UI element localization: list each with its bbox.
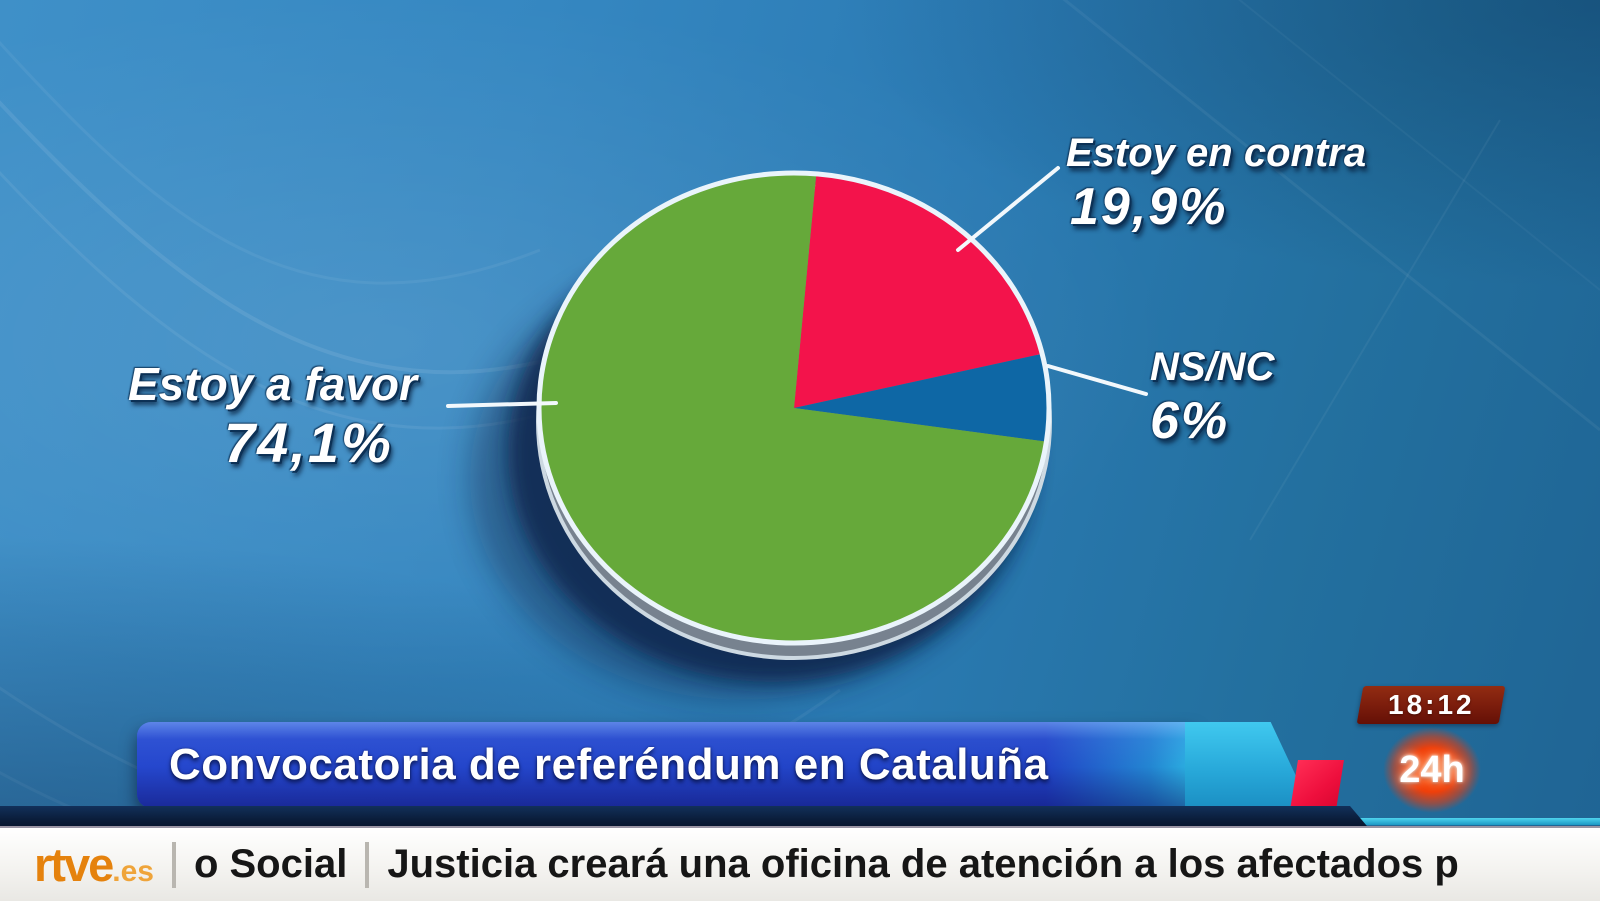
ticker-separator xyxy=(365,841,370,888)
pie-slice-2 xyxy=(541,175,1045,642)
leader-line-favor xyxy=(446,401,558,408)
ticker-headline: Justicia creará una oficina de atención … xyxy=(387,842,1459,886)
ticker-separator xyxy=(171,841,176,888)
channel-logo-text: 24h xyxy=(1399,748,1465,791)
channel-logo-badge: 24h xyxy=(1366,712,1498,828)
pie-slice-1 xyxy=(794,354,1048,442)
pie-label-favor-value: 74,1% xyxy=(224,411,393,475)
pie-label-nsnc-value: 6% xyxy=(1150,392,1230,450)
banner-red-accent xyxy=(1290,760,1344,810)
leader-line-contra xyxy=(956,166,1060,252)
pie-label-nsnc-text: NS/NC xyxy=(1150,345,1275,389)
rtve-logo-suffix: .es xyxy=(112,855,154,888)
rtve-logo-main: rtve xyxy=(34,838,114,891)
banner-headline: Convocatoria de referéndum en Cataluña xyxy=(169,740,1049,789)
pie-label-favor-text: Estoy a favor xyxy=(128,358,417,410)
news-ticker: rtve.es o Social Justicia creará una ofi… xyxy=(0,826,1600,901)
leader-lines xyxy=(446,166,1148,408)
pie-rim xyxy=(536,170,1052,646)
pie-slice-0 xyxy=(794,175,1041,408)
pie-label-favor: Estoy a favor 74,1% xyxy=(128,360,417,473)
ticker-category: o Social xyxy=(193,842,348,886)
pie-label-contra-value: 19,9% xyxy=(1070,178,1228,236)
pie-label-nsnc: NS/NC 6% xyxy=(1150,346,1274,449)
pie-slices xyxy=(541,175,1048,642)
rtve-logo: rtve.es xyxy=(34,841,154,888)
leader-line-nsnc xyxy=(1046,364,1148,396)
pie-label-contra-text: Estoy en contra xyxy=(1066,131,1367,175)
headline-banner: Convocatoria de referéndum en Cataluña xyxy=(137,722,1193,808)
pie-label-contra: Estoy en contra 19,9% xyxy=(1066,132,1366,235)
